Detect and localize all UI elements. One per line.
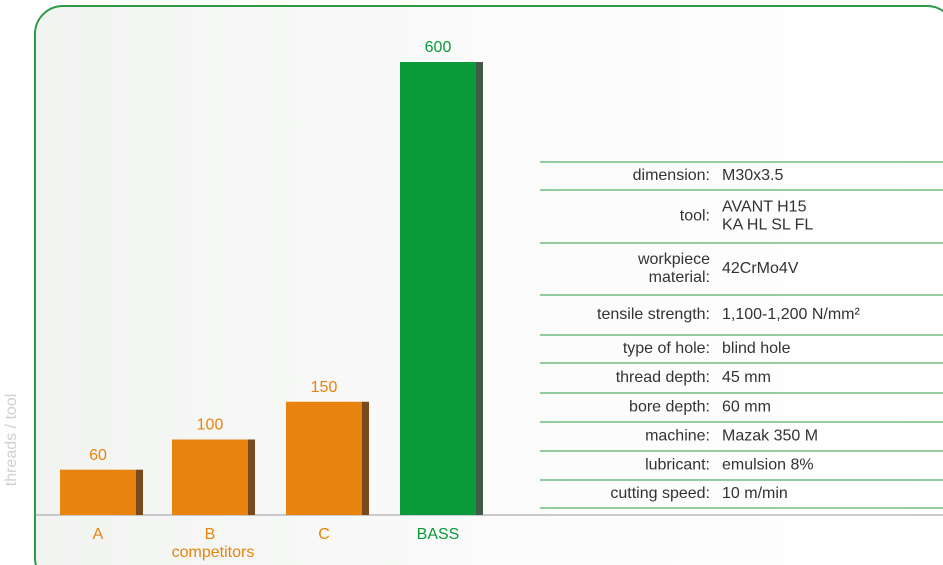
table-value: KA HL SL FL <box>722 217 813 234</box>
bar-shade <box>476 62 483 515</box>
table-label: tensile strength: <box>597 306 710 323</box>
table-label: material: <box>649 269 710 286</box>
bar-shade <box>362 402 369 515</box>
table-value: 45 mm <box>722 369 771 386</box>
bar-shade <box>248 440 255 516</box>
table-value: emulsion 8% <box>722 457 814 474</box>
table-label: lubricant: <box>645 457 710 474</box>
table-value: 60 mm <box>722 399 771 416</box>
group-label: competitors <box>172 544 255 561</box>
y-axis-label: threads / tool <box>3 394 20 487</box>
table-value: 42CrMo4V <box>722 260 799 277</box>
table-value: M30x3.5 <box>722 167 783 184</box>
table-value: 1,100-1,200 N/mm² <box>722 306 861 323</box>
value-label: 600 <box>425 39 452 56</box>
table-label: workpiece <box>637 251 710 268</box>
bar <box>400 62 476 515</box>
bar <box>60 470 136 515</box>
table-label: tool: <box>680 208 710 225</box>
table-value: blind hole <box>722 340 791 357</box>
category-label: C <box>318 526 330 543</box>
table-label: thread depth: <box>616 369 710 386</box>
table-value: 10 m/min <box>722 485 788 502</box>
value-label: 60 <box>89 447 107 464</box>
bar <box>286 402 362 515</box>
value-label: 100 <box>197 417 224 434</box>
bar-shade <box>136 470 143 515</box>
bar <box>172 440 248 516</box>
chart: threads / tool competitors 60 A 100 B 150 C 60… <box>0 0 943 565</box>
value-label: 150 <box>311 379 338 396</box>
table-value: AVANT H15 <box>722 199 807 216</box>
table-label: type of hole: <box>623 340 710 357</box>
category-label: A <box>93 526 104 543</box>
frame <box>35 6 943 565</box>
table-label: machine: <box>645 428 710 445</box>
table-label: dimension: <box>633 167 710 184</box>
table-value: Mazak 350 M <box>722 428 818 445</box>
table-label: bore depth: <box>629 399 710 416</box>
category-label: B <box>205 526 216 543</box>
table-label: cutting speed: <box>610 485 710 502</box>
category-label: BASS <box>417 526 460 543</box>
